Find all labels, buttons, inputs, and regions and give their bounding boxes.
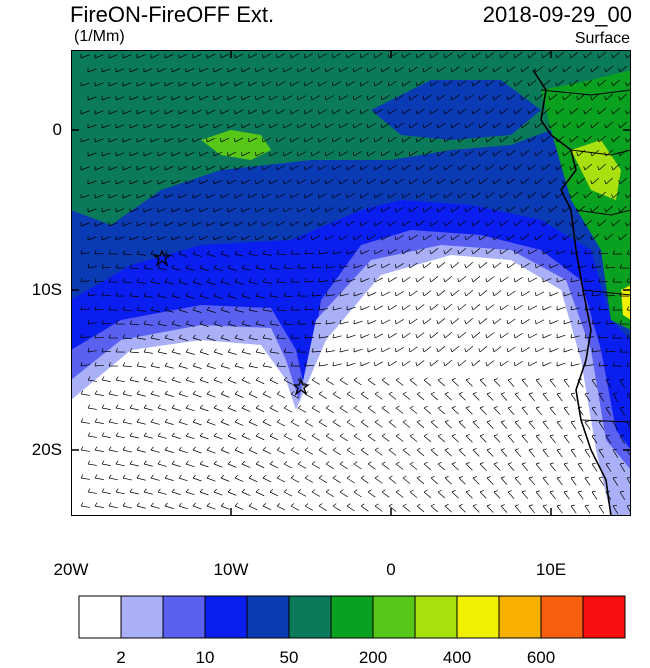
colorbar-cell — [373, 596, 415, 638]
level-label: Surface — [575, 30, 630, 48]
title-left: FireON-FireOFF Ext. — [70, 2, 274, 28]
colorbar-cell — [79, 596, 121, 638]
colorbar-label-200: 200 — [348, 648, 398, 668]
x-label-0: 0 — [361, 560, 421, 580]
colorbar-cell — [163, 596, 205, 638]
title-right: 2018-09-29_00 — [483, 2, 632, 28]
colorbar-label-10: 10 — [180, 648, 230, 668]
colorbar-label-2: 2 — [96, 648, 146, 668]
colorbar-label-50: 50 — [264, 648, 314, 668]
y-label-10s: 10S — [14, 280, 62, 300]
colorbar-cell — [331, 596, 373, 638]
units-label: (1/Mm) — [74, 28, 125, 46]
colorbar-cell — [247, 596, 289, 638]
y-label-0: 0 — [14, 120, 62, 140]
colorbar — [78, 595, 626, 639]
colorbar-cell — [289, 596, 331, 638]
colorbar-cell — [205, 596, 247, 638]
colorbar-cell — [541, 596, 583, 638]
map-panel — [71, 50, 631, 516]
colorbar-cell — [583, 596, 625, 638]
x-label-10e: 10E — [521, 560, 581, 580]
x-label-20w: 20W — [41, 560, 101, 580]
colorbar-cell — [499, 596, 541, 638]
x-label-10w: 10W — [201, 560, 261, 580]
y-label-20s: 20S — [14, 440, 62, 460]
colorbar-cell — [121, 596, 163, 638]
colorbar-cell — [415, 596, 457, 638]
colorbar-label-400: 400 — [432, 648, 482, 668]
colorbar-label-600: 600 — [516, 648, 566, 668]
colorbar-cell — [457, 596, 499, 638]
